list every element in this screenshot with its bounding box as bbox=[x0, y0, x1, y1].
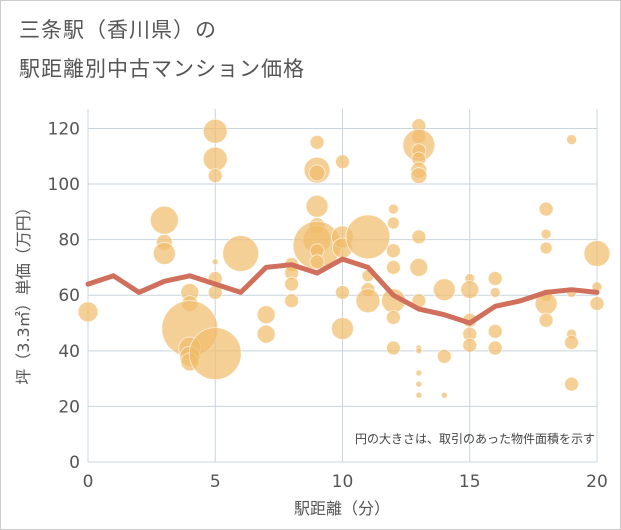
x-tick-label: 0 bbox=[83, 472, 94, 492]
y-tick-label: 20 bbox=[58, 397, 80, 417]
bubble bbox=[583, 240, 611, 268]
bubble bbox=[202, 146, 228, 172]
y-tick-label: 60 bbox=[58, 286, 80, 306]
bubble bbox=[305, 194, 329, 218]
bubble bbox=[487, 323, 503, 339]
bubble bbox=[202, 118, 228, 144]
bubble bbox=[335, 284, 350, 300]
y-tick-label: 100 bbox=[48, 175, 80, 195]
bubbles bbox=[77, 118, 611, 399]
bubble bbox=[152, 242, 176, 266]
bubble bbox=[188, 327, 242, 381]
x-tick-labels: 0 5 10 15 20 bbox=[83, 472, 608, 492]
bubble bbox=[432, 278, 456, 302]
bubble bbox=[564, 334, 580, 350]
average-price-line bbox=[85, 256, 600, 326]
bubble bbox=[487, 271, 503, 287]
bubble bbox=[309, 254, 325, 270]
bubble bbox=[309, 134, 325, 150]
bubble bbox=[308, 164, 326, 182]
bubble bbox=[462, 337, 478, 353]
bubble bbox=[415, 347, 423, 355]
x-tick-label: 15 bbox=[459, 472, 481, 492]
chart-title-line-2: 駅距離別中古マンション価格 bbox=[19, 57, 305, 81]
bubble bbox=[540, 228, 552, 240]
bubble bbox=[345, 214, 391, 260]
bubble bbox=[385, 259, 401, 275]
bubble bbox=[415, 369, 423, 377]
bubble bbox=[538, 201, 554, 217]
bubble bbox=[284, 276, 300, 292]
bubble bbox=[538, 312, 554, 328]
bubble bbox=[387, 203, 399, 215]
bubble bbox=[539, 241, 553, 255]
bubble bbox=[409, 257, 429, 277]
bubble bbox=[411, 229, 427, 245]
y-axis-label: 坪（3.3㎡）単価（万円） bbox=[14, 199, 33, 384]
x-tick-label: 10 bbox=[332, 472, 354, 492]
bubble bbox=[385, 340, 401, 356]
bubble bbox=[415, 391, 423, 399]
bubble bbox=[415, 380, 423, 388]
x-tick-label: 5 bbox=[210, 472, 221, 492]
y-tick-label: 40 bbox=[58, 342, 80, 362]
bubble bbox=[566, 134, 578, 146]
bubble bbox=[256, 305, 276, 325]
bubble bbox=[256, 324, 276, 344]
bubble bbox=[385, 309, 401, 325]
bubble bbox=[564, 376, 580, 392]
bubble bbox=[440, 391, 448, 399]
bubble bbox=[386, 216, 400, 230]
x-tick-label: 20 bbox=[586, 472, 608, 492]
x-axis-label: 駅距離（分） bbox=[294, 499, 390, 518]
y-tick-label: 120 bbox=[48, 119, 80, 139]
bubble bbox=[589, 296, 605, 312]
bubble bbox=[222, 235, 260, 273]
bubble bbox=[211, 258, 219, 266]
y-tick-label: 80 bbox=[58, 231, 80, 251]
bubble bbox=[385, 243, 401, 259]
bubble bbox=[410, 167, 428, 185]
bubble bbox=[77, 301, 99, 323]
bubble bbox=[331, 317, 354, 341]
bubble bbox=[355, 288, 381, 314]
bubble bbox=[207, 168, 223, 184]
bubble bbox=[149, 205, 179, 235]
bubble bbox=[460, 280, 480, 300]
bubble bbox=[436, 348, 452, 364]
bubble bbox=[284, 293, 300, 309]
bubble bbox=[487, 340, 503, 356]
bubble-size-note: 円の大きさは、取引のあった物件面積を示す bbox=[355, 431, 595, 446]
y-tick-labels: 0 20 40 60 80 100 120 bbox=[48, 119, 80, 473]
bubble bbox=[489, 286, 501, 298]
chart-title-line-1: 三条駅（香川県）の bbox=[19, 18, 217, 42]
bubble bbox=[335, 154, 350, 170]
y-tick-label: 0 bbox=[69, 453, 80, 473]
